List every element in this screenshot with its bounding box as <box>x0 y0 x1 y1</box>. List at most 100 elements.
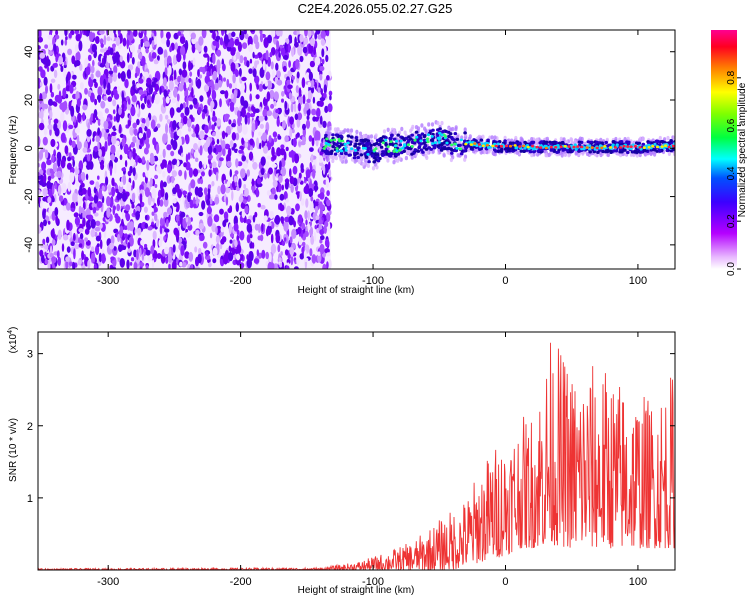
noise-speck <box>252 68 257 78</box>
noise-speck <box>44 251 47 257</box>
peak-speck <box>481 144 485 148</box>
band-speck <box>430 138 435 142</box>
x-tick-label: -100 <box>362 275 384 287</box>
noise-speck <box>86 129 92 137</box>
noise-speck <box>313 185 319 192</box>
noise-speck <box>233 143 237 148</box>
band-speck <box>384 147 389 151</box>
noise-speck <box>305 183 310 192</box>
noise-speck <box>238 178 242 189</box>
noise-speck <box>159 217 164 227</box>
ridge-speck <box>611 143 615 147</box>
spectrogram-x-axis-label: Height of straight line (km) <box>298 285 415 296</box>
noise-speck <box>268 222 272 227</box>
noise-speck <box>146 160 150 171</box>
halo-speck <box>493 152 497 157</box>
noise-speck <box>97 111 103 120</box>
peak-speck <box>491 144 495 148</box>
noise-speck <box>97 118 101 126</box>
y-tick-label: -40 <box>23 237 35 253</box>
noise-speck <box>120 71 126 82</box>
ridge-speck <box>329 138 333 142</box>
noise-speck <box>145 264 149 269</box>
noise-speck <box>296 254 300 266</box>
noise-speck <box>247 116 251 125</box>
noise-speck <box>217 185 221 195</box>
noise-speck <box>315 201 319 207</box>
noise-speck <box>319 97 326 102</box>
noise-speck <box>38 175 43 180</box>
noise-speck <box>231 180 235 189</box>
noise-speck <box>186 96 189 108</box>
noise-speck <box>129 221 134 232</box>
noise-speck <box>266 110 273 117</box>
noise-speck <box>83 30 87 36</box>
noise-speck <box>73 232 76 241</box>
band-speck <box>506 149 511 153</box>
band-speck <box>327 152 331 156</box>
noise-speck <box>93 263 98 269</box>
noise-speck <box>53 62 58 68</box>
noise-speck <box>289 176 295 185</box>
noise-speck <box>202 241 208 249</box>
band-speck <box>613 148 617 152</box>
noise-speck <box>285 146 289 152</box>
noise-speck <box>203 53 209 58</box>
chart-title: C2E4.2026.055.02.27.G25 <box>297 1 453 16</box>
noise-speck <box>228 251 234 262</box>
noise-speck <box>265 228 270 237</box>
noise-speck <box>321 163 326 171</box>
noise-speck <box>155 218 160 228</box>
noise-speck <box>160 161 165 169</box>
halo-speck <box>336 127 340 132</box>
noise-speck <box>127 30 131 36</box>
band-speck <box>436 144 441 148</box>
noise-speck <box>139 193 143 204</box>
noise-speck <box>138 132 143 139</box>
noise-speck <box>251 105 255 112</box>
noise-speck <box>171 175 175 184</box>
x-tick-label: -200 <box>230 576 252 588</box>
peak-speck <box>629 145 633 148</box>
noise-speck <box>84 87 88 95</box>
noise-speck <box>288 92 293 100</box>
noise-speck <box>211 223 217 233</box>
noise-speck <box>314 81 318 90</box>
noise-speck <box>309 60 315 68</box>
noise-speck <box>47 124 53 130</box>
ridge-speck <box>322 147 326 150</box>
noise-speck <box>235 132 240 141</box>
noise-speck <box>78 243 83 248</box>
noise-speck <box>295 133 298 140</box>
noise-speck <box>323 92 327 99</box>
band-speck <box>592 150 597 154</box>
noise-speck <box>223 77 226 82</box>
noise-speck <box>130 106 136 117</box>
halo-speck <box>562 137 566 142</box>
signal-ridge <box>321 120 675 171</box>
halo-speck <box>606 152 611 158</box>
noise-speck <box>60 39 64 46</box>
noise-speck <box>132 167 136 177</box>
band-speck <box>605 148 609 152</box>
noise-speck <box>178 122 183 129</box>
band-speck <box>600 141 604 145</box>
noise-speck <box>244 205 249 214</box>
noise-speck <box>74 44 79 53</box>
noise-speck <box>164 192 169 201</box>
noise-speck <box>196 78 202 89</box>
noise-speck <box>38 189 41 195</box>
noise-speck <box>114 93 120 100</box>
noise-speck <box>139 184 144 191</box>
noise-speck <box>256 177 262 185</box>
band-speck <box>548 140 552 144</box>
noise-speck <box>177 149 182 155</box>
noise-speck <box>252 161 258 170</box>
halo-speck <box>392 160 396 165</box>
noise-speck <box>129 207 133 215</box>
noise-speck <box>281 98 284 103</box>
noise-speck <box>304 231 309 237</box>
noise-speck <box>251 242 255 249</box>
noise-speck <box>229 239 233 244</box>
spectrogram-x-ticks: -300 -200 -100 0 100 <box>97 30 647 287</box>
